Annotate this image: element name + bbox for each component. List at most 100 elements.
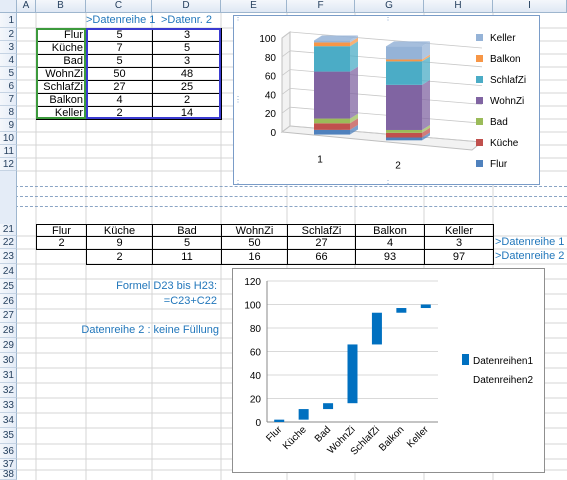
chart1-resize-handle[interactable]: ⋮ [537, 179, 545, 188]
row-header-1[interactable]: 1 [0, 13, 17, 28]
row-header-30[interactable]: 30 [0, 353, 17, 368]
chart1-bar-side [350, 41, 358, 72]
row-header-9[interactable]: 9 [0, 119, 17, 132]
column-header-d[interactable]: D [152, 0, 221, 13]
cell-row22-2[interactable]: 5 [152, 236, 222, 250]
chart1-legend-label: Flur [490, 159, 508, 170]
note-formula-line2[interactable]: =C23+C22 [163, 295, 217, 307]
cell-c1[interactable]: >Datenreihe 1 [86, 14, 156, 26]
chart1-bar-segment [386, 132, 422, 138]
cell-value-d[interactable]: 14 [152, 106, 222, 120]
note-series2[interactable]: Datenreihe 2 : keine Füllung [81, 324, 219, 336]
row-header-35[interactable]: 35 [0, 428, 17, 444]
row-header-31[interactable]: 31 [0, 368, 17, 383]
chart-floating-bars[interactable]: 0 20 40 60 80 100 120 Flur Küche Bad WohnZi SchlafZ… [232, 268, 545, 473]
chart1-resize-handle[interactable]: ⋮ [537, 95, 545, 104]
row-header-6[interactable]: 6 [0, 80, 17, 93]
row-header-38[interactable]: 38 [0, 470, 17, 480]
chart1-gridline-side [281, 69, 291, 76]
split-divider[interactable] [0, 206, 567, 208]
row-header-8[interactable]: 8 [0, 106, 17, 119]
cell-row22-6[interactable]: 3 [424, 236, 494, 250]
row-header-29[interactable]: 29 [0, 338, 17, 353]
row-header-11[interactable]: 11 [0, 145, 17, 158]
row-header-26[interactable]: 26 [0, 294, 17, 309]
chart1-legend-label: Balkon [490, 54, 521, 65]
cell-row22-4[interactable]: 27 [287, 236, 356, 250]
label-datenreihe2[interactable]: >Datenreihe 2 [495, 250, 565, 262]
chart1-bar-segment [386, 137, 422, 141]
cell-row23-1[interactable]: 2 [86, 249, 153, 265]
column-header-b[interactable]: B [36, 0, 86, 13]
column-header-c[interactable]: C [86, 0, 152, 13]
chart1-legend-label: SchlafZi [490, 75, 526, 86]
split-divider[interactable] [0, 196, 567, 198]
chart2-legend-label: Datenreihen1 [473, 356, 533, 367]
cell-row23-6[interactable]: 97 [424, 249, 494, 265]
column-header-i[interactable]: I [493, 0, 567, 13]
chart-3d-stacked[interactable]: 0 20 40 60 80 100 1 2 Keller Balkon SchlafZi WohnZi… [233, 13, 545, 188]
row-header-33[interactable]: 33 [0, 398, 17, 413]
chart1-resize-handle[interactable]: ⋮ [234, 179, 242, 188]
column-header-f[interactable]: F [287, 0, 355, 13]
row-header-4[interactable]: 4 [0, 54, 17, 67]
row-header-27[interactable]: 27 [0, 309, 17, 323]
note-formula-line1[interactable]: Formel D23 bis H23: [116, 280, 217, 292]
row-header-34[interactable]: 34 [0, 413, 17, 428]
chart2-xtick: Balkon [377, 424, 406, 453]
row-header-37[interactable]: 37 [0, 459, 17, 470]
chart1-legend-label: Küche [490, 138, 519, 149]
chart1-resize-handle[interactable]: ⋮ [537, 13, 545, 22]
split-divider[interactable] [0, 186, 567, 188]
chart2-ytick: 100 [244, 301, 261, 312]
cell-row22-3[interactable]: 50 [221, 236, 288, 250]
cell-row23-4[interactable]: 66 [287, 249, 356, 265]
chart1-legend-swatch [476, 118, 483, 125]
row-header-22[interactable]: 22 [0, 236, 17, 249]
row-header-23[interactable]: 23 [0, 249, 17, 264]
selection-range-values [86, 28, 221, 119]
chart1-resize-handle[interactable]: ⋮ [234, 95, 242, 104]
cell-row23-3[interactable]: 16 [221, 249, 288, 265]
column-header-e[interactable]: E [221, 0, 287, 13]
chart1-resize-handle[interactable]: ⋮ [384, 179, 392, 188]
row-header-12[interactable]: 12 [0, 158, 17, 171]
row-header-7[interactable]: 7 [0, 93, 17, 106]
column-header-a[interactable]: A [17, 0, 36, 13]
row-header-28[interactable]: 28 [0, 323, 17, 338]
row-header-5[interactable]: 5 [0, 67, 17, 80]
column-header-g[interactable]: G [355, 0, 424, 13]
chart1-bar-segment [314, 71, 350, 119]
row-header-36[interactable]: 36 [0, 444, 17, 459]
select-all-corner[interactable] [0, 0, 17, 13]
chart1-bar-side [422, 54, 430, 62]
row-header-32[interactable]: 32 [0, 383, 17, 398]
cell-row22-1[interactable]: 9 [86, 236, 153, 250]
chart1-resize-handle[interactable]: ⋮ [234, 13, 242, 22]
chart2-xtick: Flur [264, 424, 284, 444]
column-header-h[interactable]: H [424, 0, 493, 13]
row-header-2[interactable]: 2 [0, 28, 17, 41]
chart1-legend-swatch [476, 160, 483, 167]
row-header-25[interactable]: 25 [0, 279, 17, 294]
cell-d1[interactable]: >Datenr. 2 [160, 14, 213, 26]
chart1-gridline-side [281, 31, 291, 39]
row-header-3[interactable]: 3 [0, 41, 17, 54]
chart1-bar-segment [314, 42, 350, 47]
cell-row22-0[interactable]: 2 [36, 236, 87, 250]
row-header-10[interactable]: 10 [0, 132, 17, 145]
chart1-bar-segment [386, 61, 422, 85]
cell-row22-5[interactable]: 4 [355, 236, 425, 250]
cell-row23-2[interactable]: 11 [152, 249, 222, 265]
row-header-21[interactable]: 21 [0, 224, 17, 236]
row-header-24[interactable]: 24 [0, 264, 17, 279]
chart1-resize-handle[interactable]: ⋮ [384, 13, 392, 22]
chart2-bar [274, 419, 285, 422]
chart1-floor [280, 125, 484, 151]
chart1-gridline-side [281, 106, 291, 114]
label-datenreihe1[interactable]: >Datenreihe 1 [495, 236, 565, 248]
chart1-gridline-side [281, 125, 291, 133]
cell-row23-5[interactable]: 93 [355, 249, 425, 265]
chart2-bar [298, 409, 309, 420]
